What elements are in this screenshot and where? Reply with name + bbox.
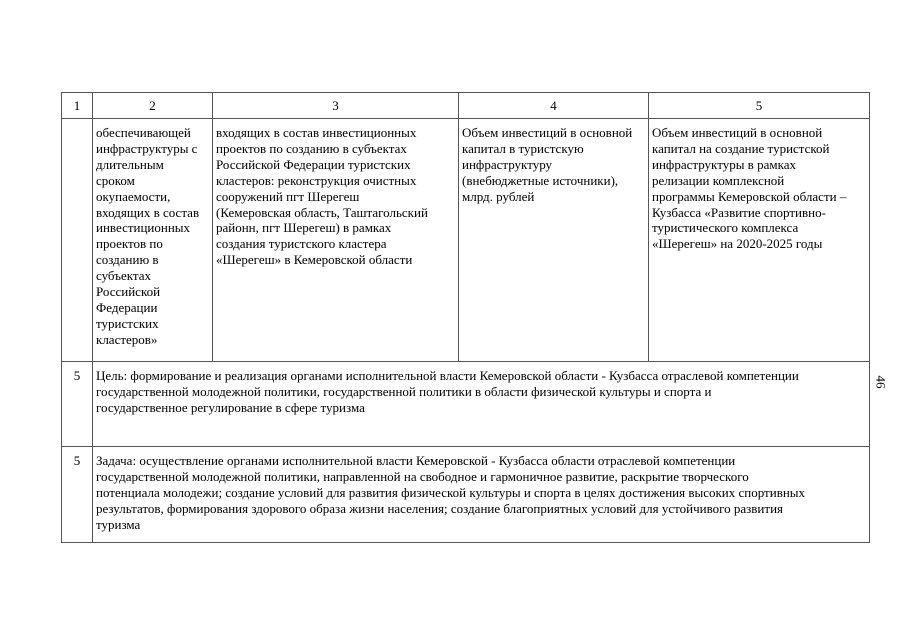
row-number: 5 bbox=[61, 446, 93, 543]
header-cell: 4 bbox=[458, 92, 649, 119]
table-cell: Объем инвестиций в основной капитал на с… bbox=[648, 118, 870, 362]
document-table: 1 2 3 4 5 обеспечивающей инфраструктуры … bbox=[61, 92, 870, 543]
task-row: 5 Задача: осуществление органами исполни… bbox=[61, 446, 870, 543]
page-number: 46 bbox=[873, 375, 889, 389]
table-cell: входящих в состав инвестиционных проекто… bbox=[212, 118, 459, 362]
header-cell: 2 bbox=[92, 92, 213, 119]
header-cell: 5 bbox=[648, 92, 870, 119]
table-cell: Объем инвестиций в основной капитал в ту… bbox=[458, 118, 649, 362]
goal-text: Цель: формирование и реализация органами… bbox=[92, 361, 870, 447]
header-cell: 3 bbox=[212, 92, 459, 119]
table-header-row: 1 2 3 4 5 bbox=[61, 92, 870, 119]
table-row: обеспечивающей инфраструктуры с длительн… bbox=[61, 118, 870, 362]
header-cell: 1 bbox=[61, 92, 93, 119]
task-text: Задача: осуществление органами исполните… bbox=[92, 446, 870, 543]
goal-row: 5 Цель: формирование и реализация органа… bbox=[61, 361, 870, 447]
table-cell bbox=[61, 118, 93, 362]
row-number: 5 bbox=[61, 361, 93, 447]
table-cell: обеспечивающей инфраструктуры с длительн… bbox=[92, 118, 213, 362]
